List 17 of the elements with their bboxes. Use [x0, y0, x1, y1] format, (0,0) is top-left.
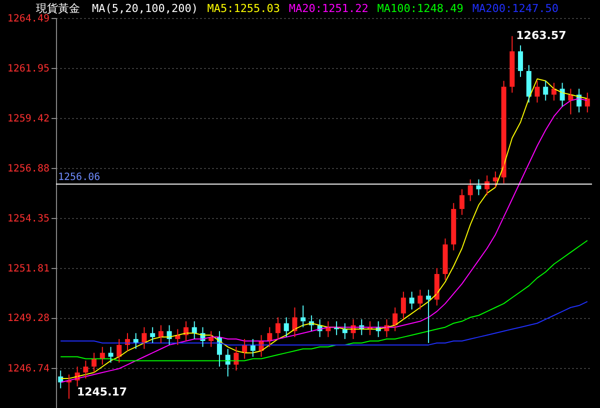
y-tick-label: 1249.28 — [7, 313, 50, 324]
text: MA100:1248.49 — [377, 2, 464, 15]
y-tick-label: 1256.88 — [7, 163, 50, 174]
y-tick-label: 1259.42 — [7, 113, 50, 124]
text: MA5:1255.03 — [207, 2, 280, 15]
y-tick-label: 1246.74 — [7, 363, 50, 374]
y-tick-label: 1254.35 — [7, 213, 50, 224]
text: MA20:1251.22 — [288, 2, 368, 15]
chart-subtitle: MA(5,20,100,200) — [92, 2, 198, 15]
ref-line-label: 1256.06 — [58, 172, 100, 184]
annotation: 1245.17 — [76, 386, 128, 399]
annotation: 1263.57 — [516, 29, 566, 42]
text: MA200:1247.50 — [472, 2, 558, 15]
y-tick-label: 1261.95 — [7, 64, 50, 75]
y-tick-label: 1264.49 — [7, 14, 50, 24]
chart-title: 現貨黃金 — [36, 2, 80, 15]
y-tick-label: 1251.81 — [7, 263, 50, 274]
